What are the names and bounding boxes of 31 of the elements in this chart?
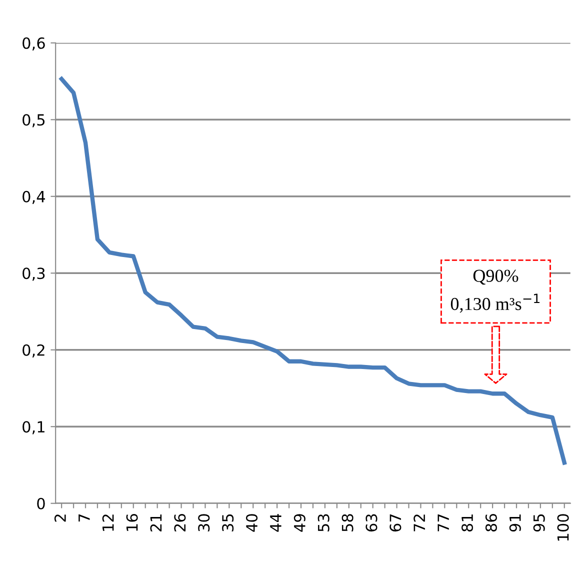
x-tick-label: 77 (438, 514, 449, 532)
x-tick-label: 12 (102, 514, 114, 531)
x-tick-label: 86 (485, 514, 497, 532)
x-tick-label: 67 (390, 514, 402, 532)
x-tick-label: 100 (557, 514, 569, 541)
y-tick-label: 0,2 (22, 344, 44, 358)
x-tick-label: 7 (78, 514, 90, 522)
x-tick-label: 44 (270, 514, 282, 532)
x-tick-label: 35 (222, 514, 234, 532)
x-tick-label: 30 (198, 514, 210, 532)
x-tick-label: 72 (414, 514, 425, 532)
annotation: Q90% 0,130 m³s$^{−1}$ (450, 270, 540, 313)
x-tick-label: 16 (126, 514, 138, 531)
x-tick-label: 81 (461, 514, 474, 532)
y-tick-label: 0,1 (22, 421, 44, 434)
x-tick-label: 53 (318, 514, 330, 532)
x-tick-label: 95 (533, 514, 545, 532)
x-tick-label: 21 (150, 514, 162, 532)
y-tick-label: 0,6 (22, 37, 45, 50)
x-tick-label: 2 (54, 514, 66, 522)
x-tick-label: 49 (294, 514, 306, 532)
y-tick-label: 0,4 (22, 190, 45, 204)
x-tick-label: 26 (174, 514, 186, 532)
y-tick-label: 0,5 (22, 114, 45, 128)
x-tick-label: 58 (342, 514, 354, 532)
y-tick-label: 0 (37, 498, 45, 510)
x-tick-label: 63 (366, 514, 378, 532)
x-tick-label: 40 (246, 514, 258, 532)
y-tick-label: 0,3 (22, 268, 45, 281)
line-series (59, 76, 566, 465)
x-tick-label: 91 (509, 514, 521, 532)
